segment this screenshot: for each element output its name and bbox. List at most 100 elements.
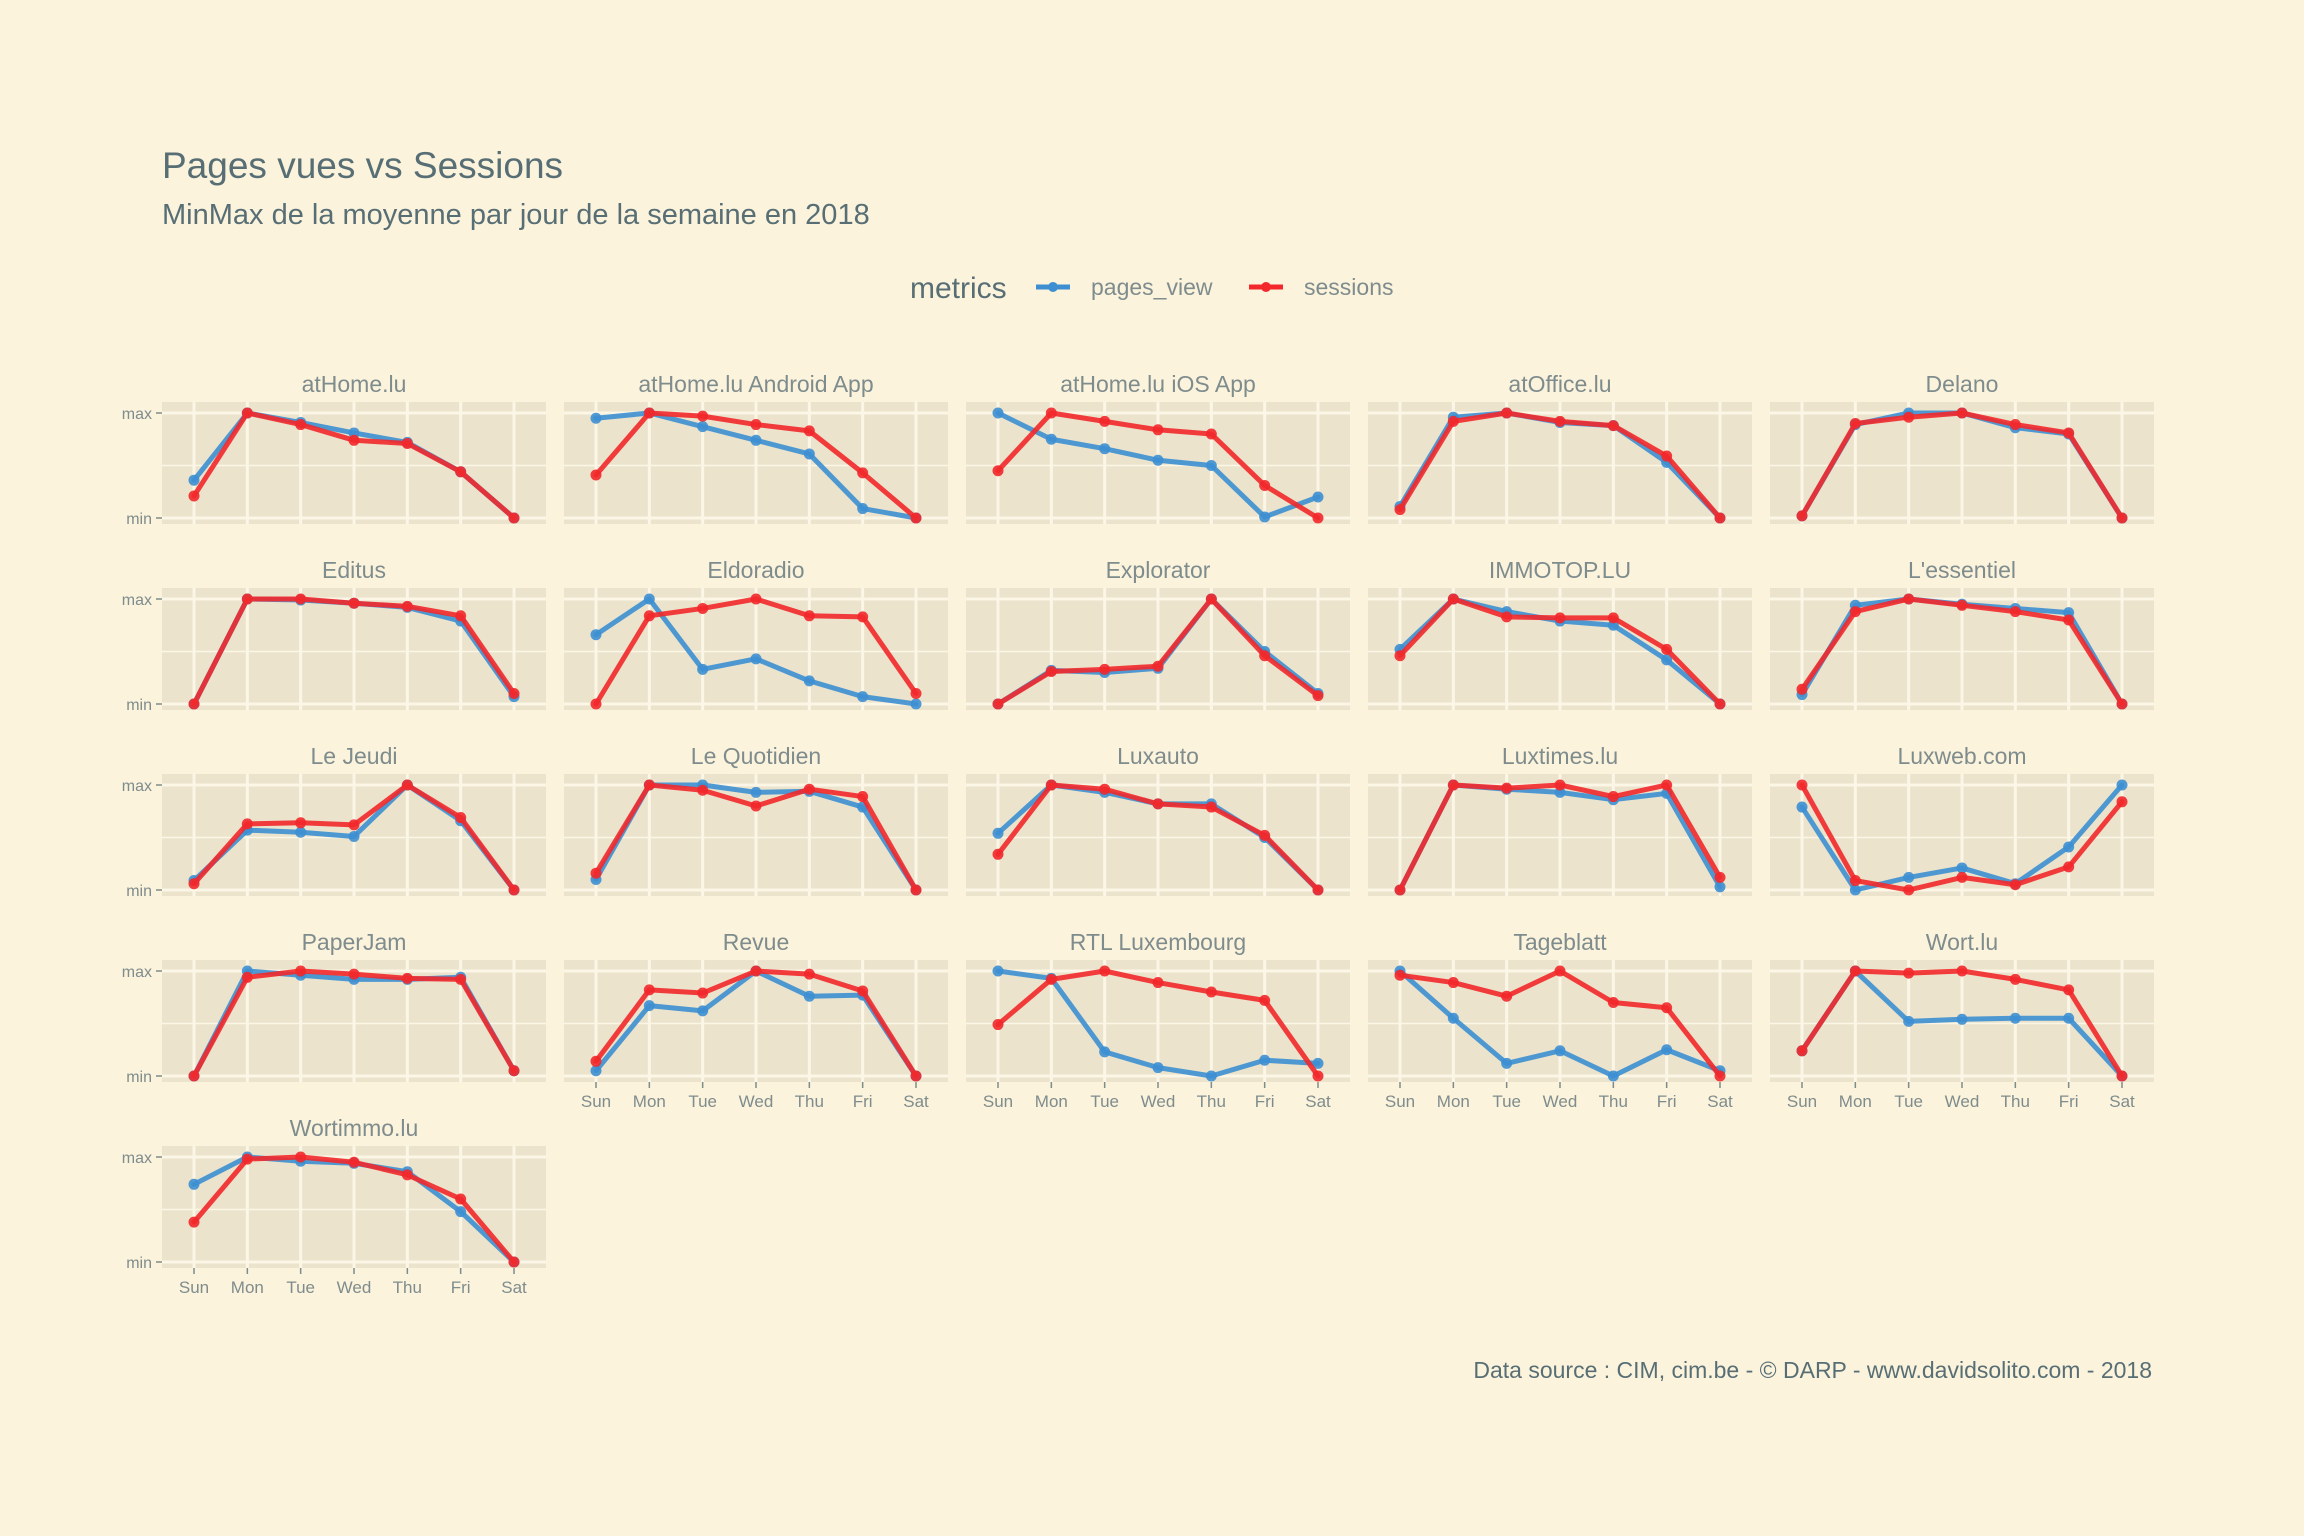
y-tick-label-max: max xyxy=(122,1150,152,1167)
data-point-sessions-wed xyxy=(1956,599,1968,611)
data-point-sessions-tue xyxy=(1903,967,1915,979)
x-tick-label-thu: Thu xyxy=(393,1278,422,1297)
data-point-sessions-mon xyxy=(1447,593,1459,605)
data-point-sessions-fri xyxy=(1259,829,1271,841)
data-point-sessions-tue xyxy=(1099,663,1111,675)
data-point-pages-view-thu xyxy=(803,675,815,687)
series-sessions xyxy=(1394,593,1726,710)
data-point-sessions-fri xyxy=(2063,614,2075,626)
data-point-sessions-fri xyxy=(857,985,869,997)
legend-label-pages-view: pages_view xyxy=(1091,274,1213,300)
data-point-sessions-thu xyxy=(2009,973,2021,985)
data-point-sessions-sun xyxy=(992,698,1004,710)
x-tick-label-tue: Tue xyxy=(286,1278,315,1297)
data-point-sessions-fri xyxy=(455,812,467,824)
data-point-sessions-fri xyxy=(1661,643,1673,655)
data-point-sessions-fri xyxy=(455,973,467,985)
data-point-sessions-tue xyxy=(1501,990,1513,1002)
y-tick-label-min: min xyxy=(126,511,152,528)
series-sessions xyxy=(992,779,1324,896)
data-point-sessions-mon xyxy=(241,971,253,983)
data-point-sessions-mon xyxy=(643,407,655,419)
data-point-pages-view-sun xyxy=(188,474,200,486)
data-point-sessions-tue xyxy=(295,1151,307,1163)
facet-title: Luxauto xyxy=(1117,743,1199,769)
y-tick-label-min: min xyxy=(126,883,152,900)
x-tick-label-mon: Mon xyxy=(633,1092,666,1111)
data-point-pages-view-thu xyxy=(803,990,815,1002)
data-point-pages-view-fri xyxy=(1259,1054,1271,1066)
data-point-sessions-wed xyxy=(348,1156,360,1168)
facet-title: Luxweb.com xyxy=(1897,743,2026,769)
data-point-pages-view-wed xyxy=(750,653,762,665)
facet-title: PaperJam xyxy=(302,929,407,955)
data-point-sessions-sun xyxy=(992,1019,1004,1031)
series-sessions xyxy=(188,593,520,710)
data-point-sessions-sat xyxy=(508,512,520,524)
x-tick-label-tue: Tue xyxy=(1090,1092,1119,1111)
facet-panel-le-quotidien: Le Quotidien xyxy=(564,743,948,896)
facet-title: atHome.lu Android App xyxy=(638,371,873,397)
series-pages-view xyxy=(1796,779,2128,896)
facet-title: atOffice.lu xyxy=(1508,371,1611,397)
data-point-sessions-tue xyxy=(697,987,709,999)
series-sessions xyxy=(590,779,922,896)
series-sessions xyxy=(590,407,922,524)
x-tick-label-sat: Sat xyxy=(501,1278,527,1297)
data-point-sessions-thu xyxy=(401,437,413,449)
y-tick-label-max: max xyxy=(122,964,152,981)
data-point-sessions-mon xyxy=(1447,779,1459,791)
series-sessions xyxy=(590,965,922,1082)
data-point-pages-view-sun xyxy=(188,1178,200,1190)
data-point-sessions-sun xyxy=(590,867,602,879)
data-point-sessions-wed xyxy=(1152,798,1164,810)
x-tick-label-sun: Sun xyxy=(179,1278,209,1297)
data-point-sessions-sun xyxy=(188,1070,200,1082)
data-point-sessions-mon xyxy=(1849,418,1861,429)
data-point-sessions-mon xyxy=(1045,779,1057,791)
facet-panel-eldoradio: Eldoradio xyxy=(564,557,948,710)
facet-title: Le Jeudi xyxy=(311,743,398,769)
data-point-sessions-thu xyxy=(1607,420,1619,432)
data-point-sessions-sun xyxy=(1796,779,1808,791)
series-sessions xyxy=(188,965,520,1082)
x-tick-label-thu: Thu xyxy=(2001,1092,2030,1111)
data-point-pages-view-sun xyxy=(1796,801,1808,813)
x-tick-label-wed: Wed xyxy=(1945,1092,1980,1111)
data-point-sessions-mon xyxy=(1045,665,1057,677)
data-point-pages-view-wed xyxy=(348,830,360,842)
data-point-sessions-wed xyxy=(348,597,360,609)
data-point-sessions-wed xyxy=(1554,415,1566,427)
chart-title: Pages vues vs Sessions xyxy=(162,145,563,186)
facet-title: Explorator xyxy=(1106,557,1211,583)
data-point-sessions-sat xyxy=(1714,1070,1726,1082)
data-point-sessions-wed xyxy=(1554,612,1566,624)
facet-title: Wortimmo.lu xyxy=(290,1115,419,1141)
data-point-pages-view-wed xyxy=(750,434,762,446)
data-point-sessions-fri xyxy=(2063,861,2075,873)
x-tick-label-thu: Thu xyxy=(1197,1092,1226,1111)
facet-title: Revue xyxy=(723,929,789,955)
x-tick-label-wed: Wed xyxy=(1543,1092,1578,1111)
series-sessions xyxy=(1796,965,2128,1082)
data-point-sessions-wed xyxy=(1152,424,1164,436)
x-tick-label-sun: Sun xyxy=(1385,1092,1415,1111)
x-tick-label-wed: Wed xyxy=(739,1092,774,1111)
chart-caption: Data source : CIM, cim.be - © DARP - www… xyxy=(1473,1357,2152,1383)
y-tick-label-max: max xyxy=(122,406,152,423)
data-point-sessions-fri xyxy=(2063,984,2075,996)
data-point-pages-view-tue xyxy=(295,826,307,838)
legend-key-point-sessions xyxy=(1261,282,1271,292)
facet-panel-l-essentiel: L'essentiel xyxy=(1770,557,2154,710)
x-tick-label-mon: Mon xyxy=(1437,1092,1470,1111)
series-sessions xyxy=(1796,779,2128,896)
data-point-sessions-fri xyxy=(1661,450,1673,462)
data-point-pages-view-sat xyxy=(2116,779,2128,791)
data-point-sessions-mon xyxy=(643,779,655,791)
series-sessions xyxy=(1796,593,2128,710)
data-point-sessions-wed xyxy=(750,800,762,812)
facet-panel-rtl-luxembourg: RTL Luxembourg Sun Mon Tue Wed Thu Fri Sat xyxy=(966,929,1350,1111)
facet-panel-editus: Editus max min xyxy=(122,557,546,714)
data-point-sessions-sun xyxy=(590,1055,602,1067)
